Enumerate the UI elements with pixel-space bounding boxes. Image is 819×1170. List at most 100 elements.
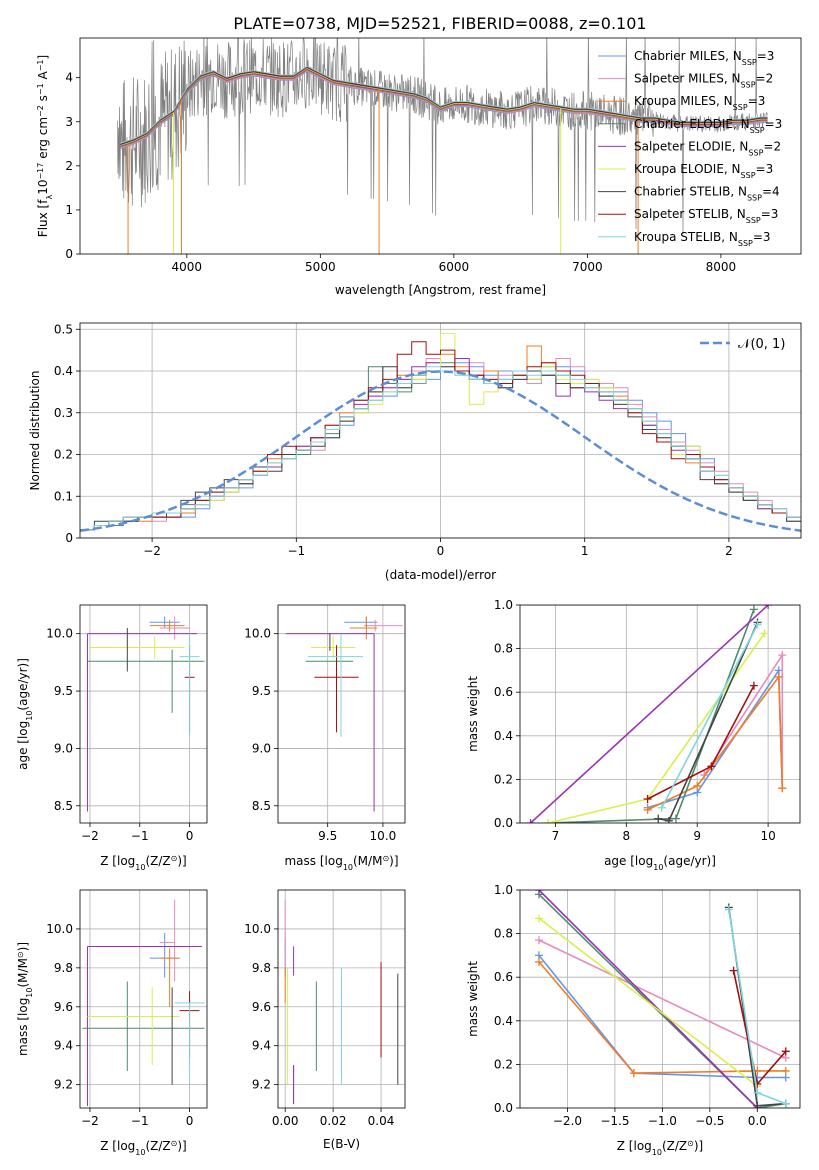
x-axis-label-part: ⊙ [687, 1139, 694, 1148]
legend-tail: =3 [756, 162, 774, 176]
weight-marker [629, 1069, 638, 1078]
weight-marker [657, 803, 666, 812]
panel-age-vs-Z: −2 −1 08.59.09.510.0Z [log10(Z/Z⊙)]age [lo… [16, 604, 208, 872]
weight-marker [654, 814, 663, 823]
y-tick-label: 1.0 [494, 883, 513, 897]
x-tick-label: 8000 [706, 260, 737, 274]
legend-sub: SSP [750, 125, 765, 134]
y-tick-label: 0.6 [494, 685, 513, 699]
x-tick-label: 8 [623, 829, 631, 843]
axes-frame [519, 604, 801, 824]
weight-marker [671, 814, 680, 823]
model-spectrum-line [119, 66, 768, 146]
weight-series-line [538, 954, 786, 1079]
y-axis-label: age [log10(age/yr)] [16, 658, 34, 770]
y-axis-label-part: 10 [25, 987, 34, 997]
y-tick-label: 0.4 [494, 1014, 513, 1028]
x-tick-label: 0 [437, 544, 445, 558]
weight-marker [781, 1066, 790, 1075]
legend-entry: Kroupa MILES, NSSP=3 [634, 94, 765, 112]
weight-series-line [538, 939, 787, 1059]
y-tick-label: 8.5 [252, 799, 271, 813]
weight-marker [707, 762, 716, 771]
y-axis-label-part: mass [log [16, 998, 30, 1056]
y-tick-label: 0.4 [494, 729, 513, 743]
legend-name: Salpeter MILES, N [634, 72, 741, 86]
x-axis-label-part: (Z/Z [662, 1139, 687, 1153]
x-axis-label-part: ⊙ [171, 854, 178, 863]
plot-area [278, 605, 405, 823]
y-axis-label-part: λ [45, 195, 54, 200]
x-tick-label: −1 [131, 1114, 149, 1128]
x-tick-label: −1.0 [648, 1114, 677, 1128]
x-axis-label-part: ⊙ [382, 854, 389, 863]
weight-marker [724, 905, 733, 914]
x-tick-label: 0 [186, 829, 194, 843]
x-tick-label: 6000 [439, 260, 470, 274]
model-spectrum-line [119, 68, 768, 148]
axes-frame [519, 889, 801, 1109]
plot-area [278, 890, 405, 1108]
y-axis-label: Flux [fλ10−17 erg cm−2 s−1 A−1] [36, 55, 54, 237]
weight-marker [760, 629, 769, 638]
legend-tail: =2 [763, 139, 781, 153]
plot-area [520, 605, 800, 823]
legend-sub: SSP [741, 80, 756, 89]
y-axis-label: mass [log10(M/M⊙)] [16, 942, 34, 1056]
legend-tail: =2 [756, 72, 774, 86]
x-tick-label: −2.0 [553, 1114, 582, 1128]
x-tick-label: 0.00 [272, 1114, 299, 1128]
weight-marker [643, 795, 652, 804]
weight-marker [778, 784, 787, 793]
axes-frame [79, 889, 208, 1109]
x-tick-label: −2 [81, 1114, 99, 1128]
legend-sub: SSP [742, 58, 757, 67]
panel-residuals: −2 −1 0 1 2 0 0.1 0.2 0.3 0.4 0.5 𝒩(0, 1) (data-mode… [28, 322, 802, 582]
x-axis-label: Z [log10(Z/Z⊙)] [100, 1139, 186, 1157]
weight-marker [753, 620, 762, 629]
plot-area [117, 38, 768, 254]
weight-marker [778, 651, 787, 660]
x-tick-label: −1.5 [600, 1114, 629, 1128]
legend-sub: SSP [747, 193, 762, 202]
x-tick-label: 4000 [172, 260, 203, 274]
x-axis-label: E(B-V) [323, 1137, 360, 1151]
x-tick-label: −1 [131, 829, 149, 843]
y-tick-label: 0.4 [54, 364, 73, 378]
x-tick-label: 10.0 [370, 829, 397, 843]
x-axis-label-part: (Z/Z [145, 1139, 170, 1153]
x-axis-label-part: 10 [135, 863, 145, 872]
y-tick-label: 3 [65, 115, 73, 129]
x-axis-label-part: Z [log [100, 854, 135, 868]
legend-sub: SSP [733, 103, 748, 112]
x-axis-label-part: 10 [343, 863, 353, 872]
model-spectrum-line [119, 67, 768, 146]
y-tick-label: 4 [65, 71, 73, 85]
y-tick-label: 9.6 [252, 1000, 271, 1014]
y-tick-label: 0.2 [54, 448, 73, 462]
weight-marker [749, 605, 758, 614]
weight-marker [753, 1101, 762, 1108]
weight-marker [753, 1088, 762, 1097]
x-tick-label: −1 [287, 544, 305, 558]
legend-tail: =4 [762, 185, 780, 199]
x-axis-label: Z [log10(Z/Z⊙)] [617, 1139, 703, 1157]
y-axis-label-part: 10 [36, 180, 50, 195]
model-spectrum-line [119, 65, 768, 144]
x-axis-label-part: )] [389, 854, 398, 868]
weight-series-line [661, 624, 759, 809]
y-tick-label: 9.5 [252, 684, 271, 698]
x-axis-label-part: 10 [652, 1148, 662, 1157]
weight-marker [526, 819, 535, 823]
y-tick-label: 10.0 [46, 922, 73, 936]
gaussian-curve [80, 370, 801, 532]
legend-tail: =3 [757, 49, 775, 63]
x-tick-label: −0.5 [695, 1114, 724, 1128]
legend-tail: =3 [761, 207, 779, 221]
y-tick-label: 1.0 [494, 598, 513, 612]
x-tick-label: 9 [693, 829, 701, 843]
y-tick-label: 9.2 [252, 1078, 271, 1092]
x-tick-label: 9.5 [318, 829, 337, 843]
legend-name: Salpeter STELIB, N [634, 207, 746, 221]
y-tick-label: 0.0 [494, 1101, 513, 1115]
